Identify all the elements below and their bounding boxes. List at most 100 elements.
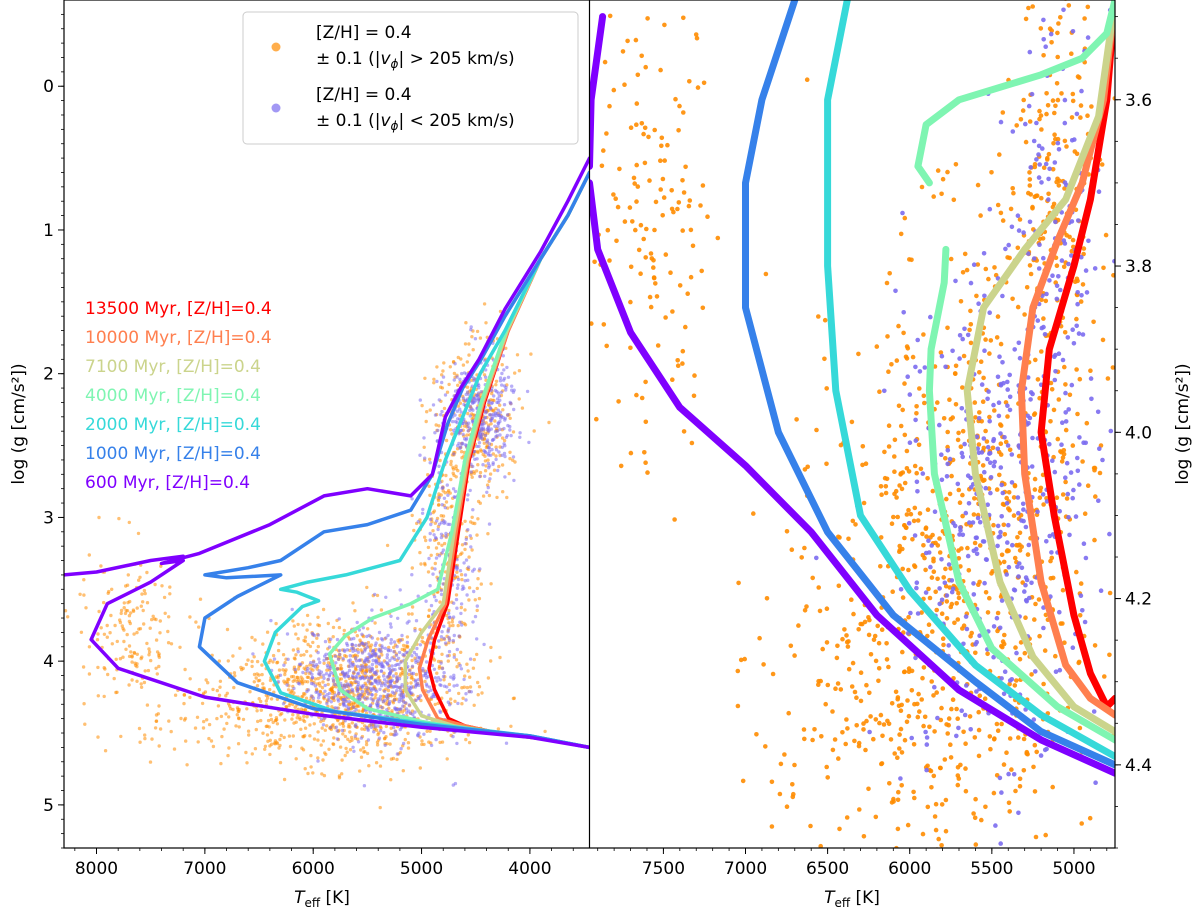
left-point-fast <box>64 609 68 613</box>
right-point-fast <box>945 169 950 175</box>
left-point-fast <box>271 653 276 658</box>
right-point-fast <box>909 257 914 263</box>
left-point-slow <box>436 527 440 532</box>
right-point-slow <box>1056 274 1061 279</box>
left-point-slow <box>445 654 450 658</box>
left-point-fast <box>226 659 230 663</box>
left-x-tick-label: 5000 <box>400 859 443 879</box>
right-point-fast <box>655 343 661 348</box>
right-point-fast <box>930 629 935 634</box>
right-point-slow <box>967 520 972 525</box>
right-point-fast <box>904 719 910 725</box>
left-point-fast <box>147 650 152 654</box>
right-point-slow <box>1107 531 1112 537</box>
left-point-fast <box>321 758 325 762</box>
left-point-slow <box>329 725 333 729</box>
right-point-slow <box>943 364 948 370</box>
right-point-fast <box>1053 103 1058 109</box>
left-point-fast <box>303 707 307 712</box>
right-point-fast <box>983 428 988 434</box>
right-point-slow <box>991 402 996 408</box>
right-point-fast <box>989 571 994 576</box>
left-point-fast <box>302 638 306 643</box>
left-point-slow <box>296 650 300 654</box>
right-point-fast <box>903 354 909 360</box>
left-point-fast <box>410 513 414 518</box>
right-point-fast <box>902 215 908 221</box>
right-point-fast <box>854 695 859 700</box>
left-point-slow <box>367 665 371 669</box>
left-point-fast <box>237 725 241 729</box>
right-point-fast <box>816 678 821 684</box>
right-point-fast <box>1012 483 1018 488</box>
left-point-slow <box>365 686 369 690</box>
left-point-fast <box>463 547 467 552</box>
right-point-slow <box>960 532 966 538</box>
right-point-slow <box>991 438 996 444</box>
left-point-fast <box>263 747 267 751</box>
left-point-slow <box>472 589 476 594</box>
right-point-fast <box>984 439 990 444</box>
right-point-fast <box>1075 74 1081 79</box>
right-point-slow <box>1077 482 1082 487</box>
left-point-slow <box>502 442 506 446</box>
left-point-fast <box>115 639 120 644</box>
right-point-fast <box>912 795 917 801</box>
left-point-fast <box>114 657 118 661</box>
left-point-slow <box>356 650 360 654</box>
left-point-fast <box>265 724 269 728</box>
right-point-fast <box>892 469 897 475</box>
left-point-fast <box>494 454 498 458</box>
right-point-fast <box>933 827 939 833</box>
right-point-slow <box>1054 296 1060 302</box>
left-point-slow <box>285 632 290 636</box>
left-point-fast <box>326 621 330 626</box>
left-point-slow <box>327 691 332 696</box>
right-point-fast <box>938 717 944 723</box>
right-point-fast <box>943 566 948 572</box>
right-point-fast <box>964 267 970 273</box>
right-point-fast <box>987 351 992 356</box>
left-point-fast <box>444 473 448 478</box>
left-point-slow <box>324 672 329 676</box>
left-point-slow <box>423 671 428 676</box>
left-point-fast <box>166 641 171 645</box>
right-point-fast <box>939 843 944 848</box>
right-point-fast <box>997 472 1002 478</box>
left-point-fast <box>442 541 447 546</box>
right-point-slow <box>1066 515 1071 520</box>
left-point-slow <box>454 597 459 602</box>
left-isochrone-2000-myr <box>262 170 589 750</box>
right-point-fast <box>1059 449 1064 455</box>
left-point-fast <box>348 739 352 744</box>
right-point-fast <box>625 38 630 44</box>
left-point-slow <box>451 487 456 491</box>
right-point-fast <box>976 709 981 715</box>
right-point-fast <box>662 158 667 163</box>
right-point-fast <box>973 842 979 847</box>
right-point-slow <box>1036 143 1042 149</box>
right-point-fast <box>701 80 707 86</box>
left-point-slow <box>483 375 488 379</box>
left-point-fast <box>168 585 172 589</box>
left-point-slow <box>442 636 446 641</box>
right-point-fast <box>837 826 842 832</box>
left-point-slow <box>276 680 281 684</box>
left-point-fast <box>218 679 223 683</box>
left-point-slow <box>484 368 488 372</box>
right-point-fast <box>651 275 657 280</box>
right-point-fast <box>635 184 641 189</box>
right-point-fast <box>873 814 879 820</box>
left-point-slow <box>391 674 396 678</box>
left-point-slow <box>440 380 444 385</box>
right-point-fast <box>985 610 991 615</box>
left-point-fast <box>440 373 444 377</box>
left-point-slow <box>345 682 350 686</box>
left-point-slow <box>407 669 412 673</box>
right-point-fast <box>1015 535 1020 540</box>
right-point-fast <box>1063 427 1069 433</box>
left-isochrone-600-myr <box>89 156 589 750</box>
right-point-fast <box>944 722 949 727</box>
right-point-fast <box>1011 495 1017 500</box>
right-point-slow <box>917 369 923 374</box>
